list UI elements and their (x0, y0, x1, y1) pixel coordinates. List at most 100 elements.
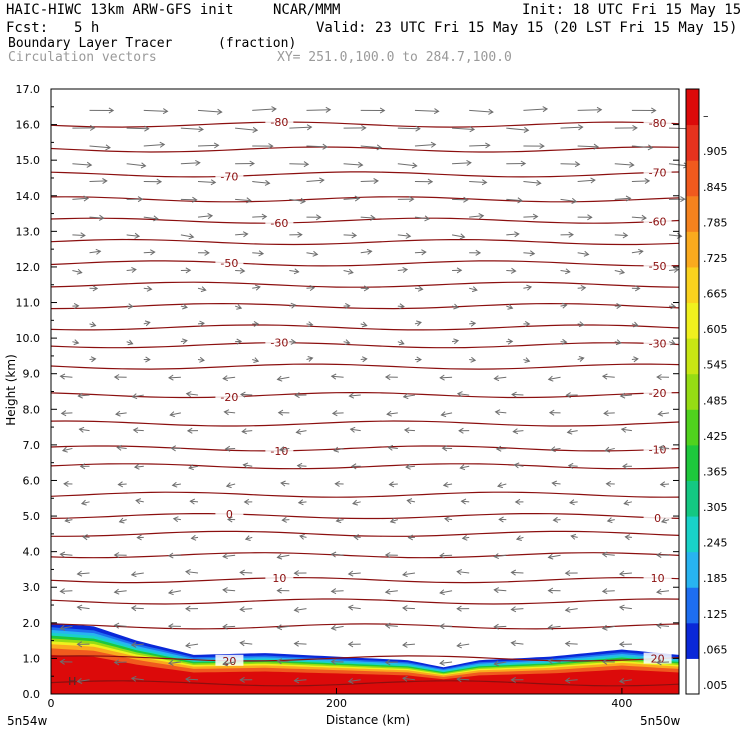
circulation-vector (614, 197, 631, 200)
circulation-vector-head (619, 268, 626, 275)
circulation-vector (173, 518, 181, 521)
circulation-vector-head (331, 410, 338, 417)
circulation-vector-head (481, 179, 488, 186)
circulation-vector (560, 198, 577, 202)
circulation-vector-head (169, 411, 176, 418)
isotherm-line (50, 302, 680, 310)
circulation-vector-head (568, 231, 574, 238)
circulation-vector-head (601, 624, 608, 631)
circulation-vector (397, 268, 408, 271)
circulation-vector-head (132, 427, 139, 434)
circulation-vector-head (475, 249, 482, 256)
circulation-vector (77, 572, 90, 575)
circulation-vector (565, 643, 578, 645)
isotherm-label-bg (643, 166, 672, 178)
circulation-vector (496, 447, 507, 450)
circulation-vector-head (73, 339, 80, 346)
circulation-vector-head (574, 161, 581, 168)
circulation-vector (469, 144, 490, 147)
circulation-vector-head (293, 640, 300, 647)
circulation-vector-head (387, 444, 394, 451)
circulation-vector (460, 465, 470, 469)
circulation-vector (577, 287, 586, 289)
init-time: Init: 18 UTC Fri 15 May 15 (522, 2, 740, 18)
circulation-vector (190, 500, 199, 503)
colorbar-label: .005 (703, 679, 728, 692)
circulation-vector-head (222, 623, 228, 630)
circulation-vector (440, 376, 453, 379)
circulation-vector (89, 250, 101, 254)
circulation-vector (277, 376, 290, 380)
circulation-vector (577, 179, 595, 183)
circulation-vector-head (276, 375, 283, 382)
circulation-vector (602, 375, 615, 378)
circulation-vector-head (185, 391, 192, 398)
circulation-vector (60, 375, 73, 378)
y-tick-label: 16.0 (16, 119, 41, 132)
circulation-vector-head (296, 462, 303, 469)
isotherm-label-bg (215, 390, 244, 402)
circulation-vector-head (280, 480, 286, 487)
circulation-vector-head (172, 516, 179, 523)
circulation-vector (631, 180, 650, 183)
circulation-vector (240, 642, 253, 645)
forecast-hours: 5 h (74, 20, 100, 36)
circulation-vector (131, 677, 144, 681)
y-tick-label: 8.0 (23, 403, 41, 416)
isotherm-label: -60 (649, 216, 667, 229)
circulation-vector (402, 572, 416, 576)
circulation-vector-head (264, 179, 271, 186)
circulation-vector-head (440, 411, 447, 418)
y-tick-label: 1.0 (23, 652, 41, 665)
circulation-vector (514, 464, 524, 467)
circulation-vector (452, 162, 471, 165)
circulation-vector (136, 499, 144, 503)
circulation-vector (668, 163, 688, 167)
circulation-vector (389, 483, 398, 486)
circulation-vector-head (113, 622, 120, 629)
circulation-vector-head (330, 624, 337, 631)
circulation-vector (469, 181, 487, 183)
circulation-vector (548, 625, 561, 629)
circulation-vector (223, 589, 236, 592)
circulation-vector (352, 501, 361, 505)
circulation-vector-head (524, 357, 531, 363)
isotherm-line (50, 463, 680, 470)
circulation-vector (78, 394, 90, 397)
circulation-vector-head (456, 391, 463, 398)
circulation-vector-head (402, 605, 408, 612)
circulation-vector-head (398, 339, 405, 346)
circulation-vector (332, 412, 344, 414)
circulation-vector-head (601, 551, 608, 558)
circulation-vector-head (113, 588, 120, 595)
circulation-vector (402, 677, 416, 681)
isotherm-label-bg (265, 444, 294, 456)
circulation-vector (414, 109, 439, 112)
circulation-vector-head (303, 161, 310, 168)
circulation-vector-head (651, 107, 657, 114)
circulation-vector-head (335, 517, 342, 524)
circulation-vector (439, 590, 453, 594)
circulation-vector-head (363, 285, 370, 292)
circulation-vector (235, 233, 248, 236)
circulation-vector-head (656, 659, 662, 666)
circulation-vector (451, 340, 459, 343)
circulation-vector (117, 446, 127, 449)
circulation-vector-head (523, 126, 530, 133)
circulation-vector-head (333, 446, 340, 453)
circulation-vector (60, 625, 73, 630)
isotherm-line (50, 260, 680, 267)
circulation-vector-head (510, 606, 517, 613)
colorbar-swatch (686, 302, 699, 339)
circulation-vector (133, 429, 144, 432)
y-tick-label: 11.0 (16, 297, 41, 310)
circulation-vector-head (188, 233, 195, 240)
circulation-vector-head (670, 303, 677, 310)
circulation-vector (577, 252, 589, 255)
forecast-label: Fcst: (6, 20, 49, 36)
valid-time: Valid: 23 UTC Fri 15 May 15 (20 LST Fri … (316, 20, 738, 36)
circulation-vector-head (618, 678, 625, 684)
circulation-vector-head (199, 356, 205, 363)
circulation-vector-head (204, 249, 210, 256)
circulation-vector-head (399, 303, 405, 310)
